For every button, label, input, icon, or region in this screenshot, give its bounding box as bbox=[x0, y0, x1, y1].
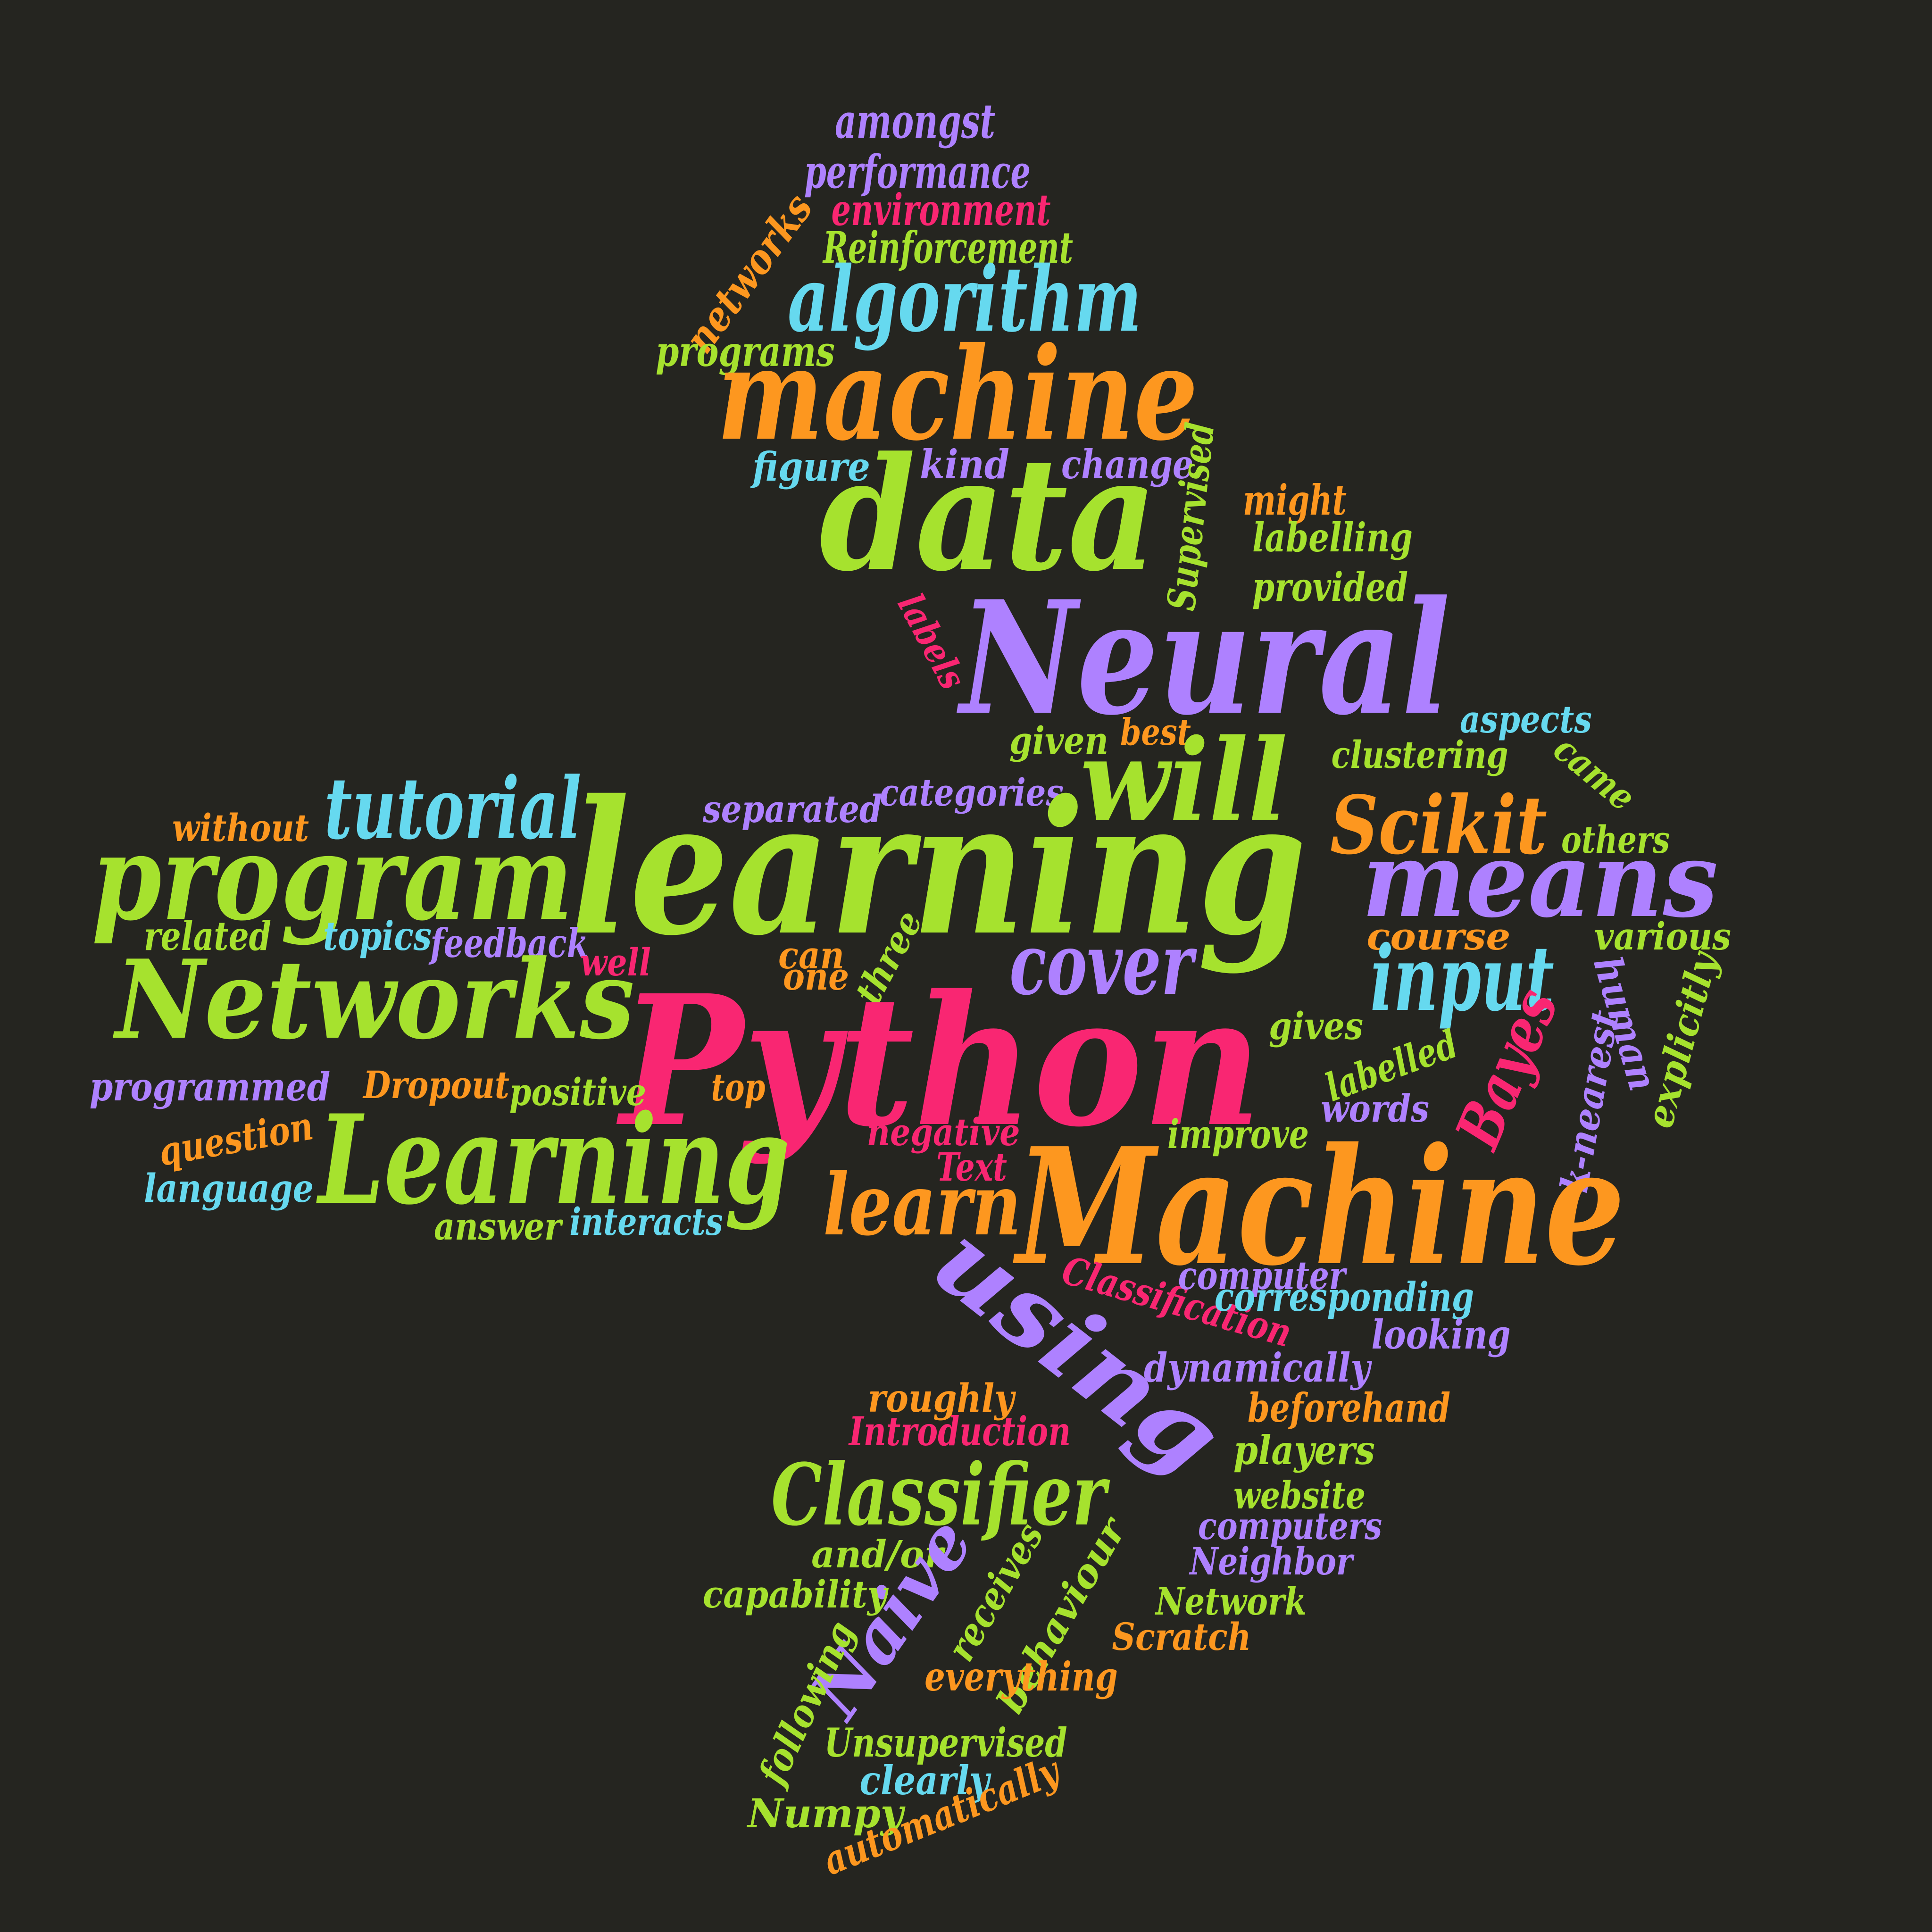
word: Learning bbox=[318, 1088, 790, 1232]
word: Neural bbox=[960, 566, 1450, 749]
word: categories bbox=[879, 770, 1064, 815]
word: Python bbox=[620, 956, 1262, 1166]
word: gives bbox=[1269, 1004, 1363, 1048]
word: computer bbox=[1178, 1253, 1346, 1299]
word: roughly bbox=[867, 1376, 1015, 1421]
word: answer bbox=[433, 1204, 562, 1249]
word: programmed bbox=[89, 1065, 331, 1110]
word: Classifier bbox=[771, 1445, 1107, 1545]
word: will bbox=[1080, 714, 1288, 847]
word: Networks bbox=[115, 936, 635, 1064]
word: topics bbox=[323, 913, 432, 959]
word: Network bbox=[1156, 1579, 1307, 1624]
word: programs bbox=[656, 327, 835, 376]
word: separated bbox=[702, 787, 883, 831]
word: best bbox=[1120, 711, 1191, 754]
word: Numpy bbox=[748, 1790, 903, 1837]
word: cover bbox=[1009, 915, 1193, 1014]
word: labelling bbox=[1252, 514, 1413, 561]
word: given bbox=[1009, 718, 1108, 763]
word: Machine bbox=[1016, 1113, 1625, 1301]
word: language bbox=[144, 1166, 314, 1211]
word: without bbox=[172, 806, 309, 850]
word: might bbox=[1242, 475, 1347, 525]
word: clearly bbox=[859, 1757, 990, 1804]
word: one bbox=[783, 954, 849, 999]
word: Unsupervised bbox=[824, 1719, 1067, 1766]
word: course bbox=[1366, 914, 1511, 958]
word: algorithm bbox=[787, 247, 1142, 352]
word: environment bbox=[831, 184, 1051, 235]
word: provided bbox=[1252, 564, 1408, 610]
word: aspects bbox=[1460, 697, 1592, 741]
word: beforehand bbox=[1248, 1384, 1450, 1431]
word: machine bbox=[717, 319, 1198, 469]
word: interacts bbox=[569, 1199, 723, 1244]
word: clustering bbox=[1331, 733, 1508, 777]
word: feedback bbox=[430, 920, 589, 966]
word: players bbox=[1233, 1427, 1375, 1474]
word: words bbox=[1320, 1086, 1430, 1131]
word: capability bbox=[702, 1572, 887, 1616]
word: computers bbox=[1198, 1504, 1382, 1548]
word: negative bbox=[866, 1110, 1020, 1154]
word: learn bbox=[823, 1155, 1022, 1255]
word: came bbox=[1545, 727, 1644, 820]
word: others bbox=[1561, 817, 1670, 862]
word: top bbox=[711, 1065, 766, 1109]
word: various bbox=[1594, 914, 1732, 958]
word: means bbox=[1362, 818, 1718, 941]
word: everything bbox=[924, 1653, 1118, 1700]
word: Introduction bbox=[849, 1408, 1071, 1455]
word: Reinforcement bbox=[823, 222, 1074, 273]
word: tutorial bbox=[324, 759, 582, 858]
word: Scikit bbox=[1330, 778, 1548, 873]
word: figure bbox=[752, 443, 870, 490]
word: Text bbox=[936, 1145, 1007, 1190]
word: question bbox=[155, 1103, 316, 1175]
word: Dropout bbox=[363, 1063, 509, 1107]
word: change bbox=[1061, 441, 1194, 488]
word: corresponding bbox=[1214, 1274, 1474, 1320]
word: Neighbor bbox=[1190, 1539, 1353, 1583]
word: looking bbox=[1371, 1311, 1511, 1358]
word: program bbox=[92, 808, 574, 947]
word: amongst bbox=[834, 93, 996, 149]
word: performance bbox=[804, 145, 1031, 199]
word: kind bbox=[920, 441, 1009, 488]
word: website bbox=[1233, 1473, 1366, 1517]
word: related bbox=[143, 913, 272, 959]
word: input bbox=[1370, 926, 1554, 1031]
word: well bbox=[580, 940, 651, 984]
word: and/or bbox=[811, 1532, 943, 1576]
word: data bbox=[819, 423, 1157, 606]
word: dynamically bbox=[1144, 1344, 1370, 1391]
word: positive bbox=[509, 1070, 647, 1114]
word: learning bbox=[570, 760, 1307, 976]
word: improve bbox=[1167, 1111, 1309, 1158]
word: Scratch bbox=[1112, 1615, 1251, 1659]
word: can bbox=[778, 933, 844, 977]
